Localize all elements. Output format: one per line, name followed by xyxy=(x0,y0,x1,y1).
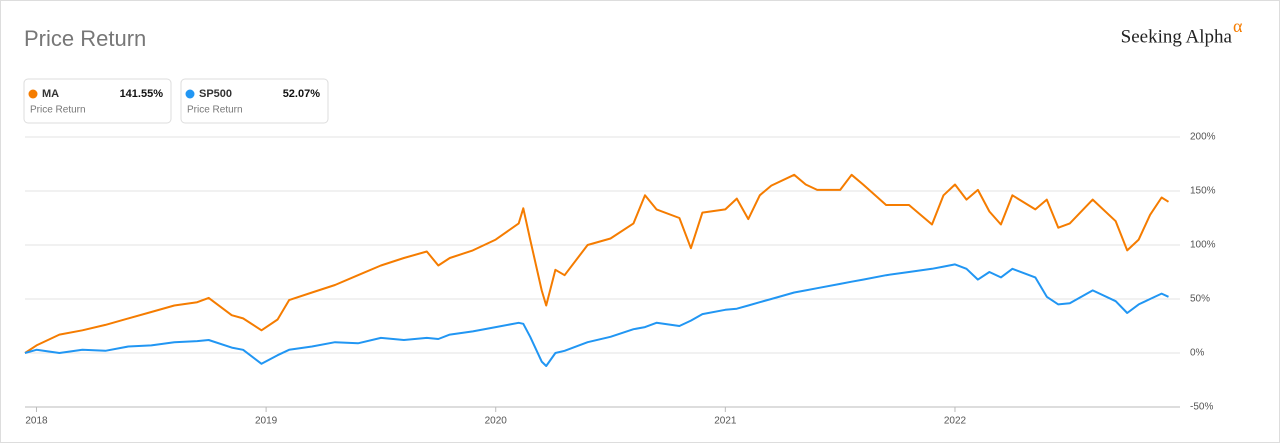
chart-title: Price Return xyxy=(24,26,146,51)
legend-dot xyxy=(28,89,38,99)
brand-mark: α xyxy=(1233,16,1243,36)
legend-sublabel: Price Return xyxy=(187,105,243,116)
x-tick-label: 2021 xyxy=(714,416,737,427)
y-tick-label: 100% xyxy=(1190,240,1216,251)
legend-return: 141.55% xyxy=(120,88,164,100)
x-tick-label: 2020 xyxy=(485,416,508,427)
x-tick-label: 2019 xyxy=(255,416,278,427)
x-tick-label: 2022 xyxy=(944,416,967,427)
x-tick-label: 2018 xyxy=(25,416,48,427)
y-tick-label: 0% xyxy=(1190,348,1205,359)
legend-box xyxy=(23,78,172,124)
legend-sublabel: Price Return xyxy=(30,105,86,116)
y-tick-label: 200% xyxy=(1190,132,1216,143)
series-line xyxy=(24,263,1169,367)
legend-name: SP500 xyxy=(199,88,232,100)
legend-box xyxy=(180,78,329,124)
y-tick-label: 150% xyxy=(1190,186,1216,197)
series-line xyxy=(24,173,1170,354)
y-tick-label: 50% xyxy=(1190,294,1210,305)
legend-dot xyxy=(185,89,195,99)
brand: Seeking Alpha xyxy=(1121,26,1233,47)
y-tick-label: -50% xyxy=(1190,402,1213,413)
legend-name: MA xyxy=(42,88,59,100)
legend-return: 52.07% xyxy=(283,88,321,100)
